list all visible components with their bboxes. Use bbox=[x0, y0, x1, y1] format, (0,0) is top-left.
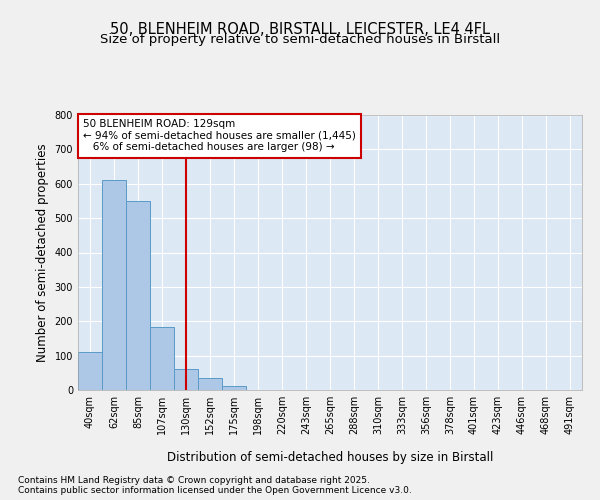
Bar bbox=[102, 180, 126, 390]
Text: Contains HM Land Registry data © Crown copyright and database right 2025.
Contai: Contains HM Land Registry data © Crown c… bbox=[18, 476, 412, 495]
Bar bbox=[150, 327, 174, 390]
Text: Distribution of semi-detached houses by size in Birstall: Distribution of semi-detached houses by … bbox=[167, 451, 493, 464]
Bar bbox=[198, 378, 222, 390]
Bar bbox=[174, 370, 198, 390]
Bar bbox=[78, 352, 102, 390]
Bar bbox=[126, 202, 150, 390]
Bar bbox=[222, 386, 246, 390]
Y-axis label: Number of semi-detached properties: Number of semi-detached properties bbox=[36, 143, 49, 362]
Text: 50 BLENHEIM ROAD: 129sqm
← 94% of semi-detached houses are smaller (1,445)
   6%: 50 BLENHEIM ROAD: 129sqm ← 94% of semi-d… bbox=[83, 119, 356, 152]
Text: Size of property relative to semi-detached houses in Birstall: Size of property relative to semi-detach… bbox=[100, 32, 500, 46]
Text: 50, BLENHEIM ROAD, BIRSTALL, LEICESTER, LE4 4FL: 50, BLENHEIM ROAD, BIRSTALL, LEICESTER, … bbox=[110, 22, 490, 38]
